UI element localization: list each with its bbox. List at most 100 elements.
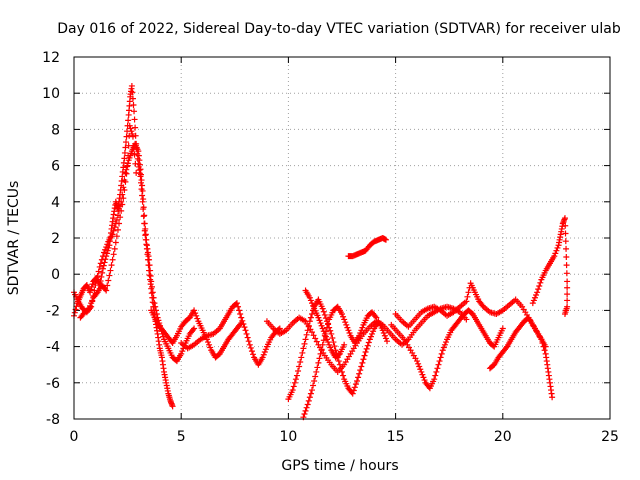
- data-point: [109, 256, 116, 263]
- data-point: [89, 297, 96, 304]
- data-point: [121, 155, 128, 162]
- data-point: [300, 345, 307, 352]
- data-point: [104, 282, 111, 289]
- data-point: [356, 370, 363, 377]
- data-point: [244, 334, 251, 341]
- data-point: [129, 130, 136, 137]
- data-point: [534, 289, 541, 296]
- data-point: [138, 177, 145, 184]
- data-point: [261, 349, 268, 356]
- data-point: [107, 267, 114, 274]
- data-point: [421, 377, 428, 384]
- data-point: [128, 82, 135, 89]
- data-point: [298, 354, 305, 361]
- data-point: [71, 309, 78, 316]
- y-tick-label: -8: [46, 412, 60, 428]
- data-point: [247, 344, 254, 351]
- data-point: [499, 325, 506, 332]
- data-point: [89, 281, 96, 288]
- data-point: [240, 320, 247, 327]
- data-point: [323, 324, 330, 331]
- data-point: [307, 314, 314, 321]
- data-point: [310, 382, 317, 389]
- data-point: [241, 324, 248, 331]
- data-point: [142, 225, 149, 232]
- data-point: [503, 344, 510, 351]
- data-point: [341, 316, 348, 323]
- x-axis-title: GPS time / hours: [281, 458, 398, 474]
- data-point: [259, 354, 266, 361]
- data-point: [312, 335, 319, 342]
- data-point: [138, 171, 144, 178]
- data-point: [297, 358, 304, 365]
- data-point: [331, 343, 338, 350]
- data-point: [235, 303, 242, 310]
- data-point: [316, 317, 323, 324]
- data-point: [381, 332, 388, 339]
- data-point: [551, 253, 558, 260]
- data-point: [552, 250, 559, 257]
- data-point: [124, 162, 131, 169]
- data-point: [114, 226, 121, 233]
- data-point: [99, 253, 106, 260]
- data-point: [308, 300, 315, 307]
- data-point: [238, 314, 245, 321]
- data-point: [243, 330, 250, 337]
- data-point: [563, 245, 570, 252]
- data-point: [361, 352, 368, 359]
- data-point: [111, 245, 118, 252]
- data-point: [370, 328, 377, 335]
- data-point: [362, 349, 369, 356]
- data-point: [464, 293, 471, 300]
- y-tick-label: 10: [42, 86, 60, 102]
- data-point: [562, 238, 569, 245]
- data-point: [205, 339, 211, 346]
- data-point: [206, 341, 213, 348]
- data-point: [143, 236, 150, 243]
- data-point: [125, 117, 132, 124]
- data-point: [357, 330, 364, 337]
- data-point: [319, 325, 326, 332]
- data-point: [315, 314, 322, 321]
- data-point: [563, 270, 570, 277]
- data-point: [434, 365, 441, 372]
- data-point: [109, 231, 116, 238]
- data-point: [363, 345, 370, 352]
- y-tick-label: -2: [46, 303, 60, 319]
- x-tick-label: 5: [177, 429, 186, 445]
- data-point: [133, 169, 140, 176]
- data-point: [92, 282, 99, 289]
- data-point: [189, 326, 196, 333]
- data-point: [98, 273, 105, 280]
- y-tick-label: 6: [51, 159, 60, 175]
- data-point: [305, 322, 312, 329]
- data-point: [359, 359, 366, 366]
- data-point: [328, 330, 335, 337]
- data-point: [316, 355, 323, 362]
- data-point: [153, 311, 160, 318]
- data-point: [355, 374, 362, 381]
- data-point: [169, 403, 176, 410]
- data-point: [122, 144, 129, 151]
- data-point: [351, 384, 358, 391]
- data-point: [101, 259, 108, 266]
- data-point: [320, 328, 327, 335]
- data-point: [295, 368, 302, 375]
- data-point: [564, 297, 571, 304]
- data-point: [119, 201, 126, 208]
- data-point: [122, 169, 129, 176]
- data-point: [564, 278, 571, 285]
- data-point: [245, 338, 252, 345]
- data-point: [146, 256, 153, 263]
- data-point: [549, 394, 556, 401]
- data-point: [118, 198, 125, 205]
- data-point: [306, 318, 313, 325]
- data-point: [304, 327, 311, 334]
- data-point: [350, 387, 357, 394]
- data-point: [339, 311, 345, 318]
- data-points: [71, 82, 571, 421]
- data-point: [354, 377, 361, 384]
- data-point: [131, 151, 138, 158]
- data-point: [382, 335, 389, 342]
